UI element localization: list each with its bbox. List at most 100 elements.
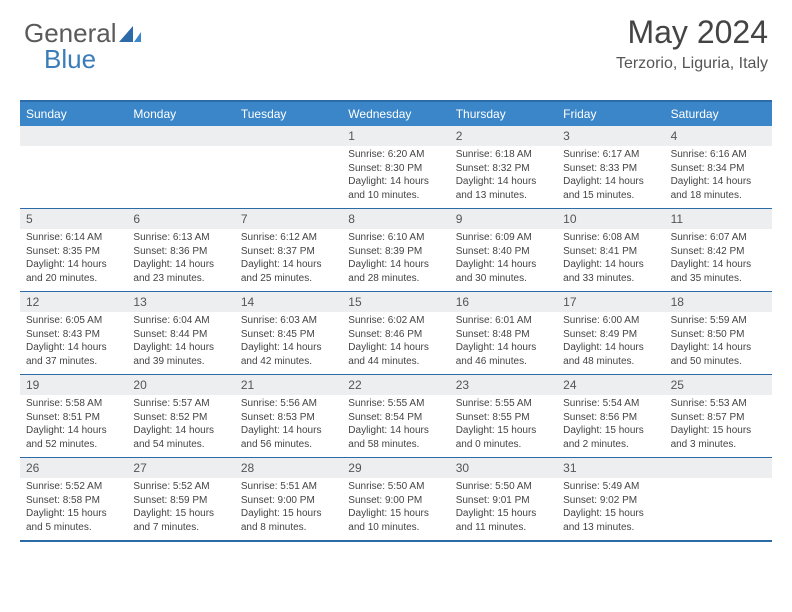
day-number: 22 bbox=[342, 375, 449, 395]
day-cell-number: 14 bbox=[235, 292, 342, 312]
sunrise-text: Sunrise: 6:14 AM bbox=[26, 231, 121, 245]
day-number: 24 bbox=[557, 375, 664, 395]
sunset-text: Sunset: 8:57 PM bbox=[671, 411, 766, 425]
daylight-text: Daylight: 14 hours and 58 minutes. bbox=[348, 424, 443, 451]
day-info: Sunrise: 5:51 AMSunset: 9:00 PMDaylight:… bbox=[235, 478, 342, 540]
day-cell-number: 11 bbox=[665, 209, 772, 229]
day-number: 23 bbox=[450, 375, 557, 395]
daylight-text: Daylight: 14 hours and 42 minutes. bbox=[241, 341, 336, 368]
day-info: Sunrise: 5:52 AMSunset: 8:58 PMDaylight:… bbox=[20, 478, 127, 540]
week-number-row: 567891011 bbox=[20, 208, 772, 229]
sunrise-text: Sunrise: 5:55 AM bbox=[348, 397, 443, 411]
dayname: Sunday bbox=[20, 102, 127, 126]
daylight-text: Daylight: 14 hours and 50 minutes. bbox=[671, 341, 766, 368]
day-cell-number: 9 bbox=[450, 209, 557, 229]
day-info: Sunrise: 6:02 AMSunset: 8:46 PMDaylight:… bbox=[342, 312, 449, 374]
daylight-text: Daylight: 14 hours and 52 minutes. bbox=[26, 424, 121, 451]
daynames-row: SundayMondayTuesdayWednesdayThursdayFrid… bbox=[20, 102, 772, 126]
week-number-row: 19202122232425 bbox=[20, 374, 772, 395]
day-number: 3 bbox=[557, 126, 664, 146]
day-cell-info: Sunrise: 6:03 AMSunset: 8:45 PMDaylight:… bbox=[235, 312, 342, 374]
daylight-text: Daylight: 14 hours and 18 minutes. bbox=[671, 175, 766, 202]
sunrise-text: Sunrise: 5:58 AM bbox=[26, 397, 121, 411]
day-cell-info: Sunrise: 6:10 AMSunset: 8:39 PMDaylight:… bbox=[342, 229, 449, 291]
day-cell-info: Sunrise: 5:58 AMSunset: 8:51 PMDaylight:… bbox=[20, 395, 127, 457]
daylight-text: Daylight: 14 hours and 13 minutes. bbox=[456, 175, 551, 202]
day-cell-info: Sunrise: 5:52 AMSunset: 8:58 PMDaylight:… bbox=[20, 478, 127, 540]
sunset-text: Sunset: 8:36 PM bbox=[133, 245, 228, 259]
daylight-text: Daylight: 14 hours and 30 minutes. bbox=[456, 258, 551, 285]
dayname: Monday bbox=[127, 102, 234, 126]
day-cell-number: 18 bbox=[665, 292, 772, 312]
sunrise-text: Sunrise: 5:49 AM bbox=[563, 480, 658, 494]
sunset-text: Sunset: 8:37 PM bbox=[241, 245, 336, 259]
day-cell-number bbox=[127, 126, 234, 146]
day-info bbox=[235, 146, 342, 208]
day-info: Sunrise: 6:10 AMSunset: 8:39 PMDaylight:… bbox=[342, 229, 449, 291]
daylight-text: Daylight: 14 hours and 23 minutes. bbox=[133, 258, 228, 285]
sunrise-text: Sunrise: 5:53 AM bbox=[671, 397, 766, 411]
day-info: Sunrise: 5:54 AMSunset: 8:56 PMDaylight:… bbox=[557, 395, 664, 457]
day-cell-info: Sunrise: 6:17 AMSunset: 8:33 PMDaylight:… bbox=[557, 146, 664, 208]
sunset-text: Sunset: 8:56 PM bbox=[563, 411, 658, 425]
sunrise-text: Sunrise: 6:00 AM bbox=[563, 314, 658, 328]
daylight-text: Daylight: 14 hours and 54 minutes. bbox=[133, 424, 228, 451]
day-cell-number: 28 bbox=[235, 458, 342, 478]
daylight-text: Daylight: 15 hours and 13 minutes. bbox=[563, 507, 658, 534]
week-info-row: Sunrise: 6:20 AMSunset: 8:30 PMDaylight:… bbox=[20, 146, 772, 208]
day-cell-number: 23 bbox=[450, 375, 557, 395]
day-info bbox=[20, 146, 127, 208]
day-cell-info: Sunrise: 5:49 AMSunset: 9:02 PMDaylight:… bbox=[557, 478, 664, 540]
day-cell-info: Sunrise: 6:02 AMSunset: 8:46 PMDaylight:… bbox=[342, 312, 449, 374]
day-number: 10 bbox=[557, 209, 664, 229]
day-cell-info: Sunrise: 5:52 AMSunset: 8:59 PMDaylight:… bbox=[127, 478, 234, 540]
day-cell-number: 10 bbox=[557, 209, 664, 229]
day-info: Sunrise: 5:53 AMSunset: 8:57 PMDaylight:… bbox=[665, 395, 772, 457]
day-info: Sunrise: 6:14 AMSunset: 8:35 PMDaylight:… bbox=[20, 229, 127, 291]
daylight-text: Daylight: 14 hours and 20 minutes. bbox=[26, 258, 121, 285]
day-cell-info: Sunrise: 6:16 AMSunset: 8:34 PMDaylight:… bbox=[665, 146, 772, 208]
day-info: Sunrise: 6:12 AMSunset: 8:37 PMDaylight:… bbox=[235, 229, 342, 291]
sunset-text: Sunset: 8:41 PM bbox=[563, 245, 658, 259]
day-cell-number: 17 bbox=[557, 292, 664, 312]
day-number: 17 bbox=[557, 292, 664, 312]
day-number: 21 bbox=[235, 375, 342, 395]
day-cell-number: 26 bbox=[20, 458, 127, 478]
day-cell-info: Sunrise: 6:08 AMSunset: 8:41 PMDaylight:… bbox=[557, 229, 664, 291]
day-info: Sunrise: 6:00 AMSunset: 8:49 PMDaylight:… bbox=[557, 312, 664, 374]
sunrise-text: Sunrise: 5:59 AM bbox=[671, 314, 766, 328]
daylight-text: Daylight: 14 hours and 56 minutes. bbox=[241, 424, 336, 451]
daylight-text: Daylight: 14 hours and 39 minutes. bbox=[133, 341, 228, 368]
day-cell-number bbox=[20, 126, 127, 146]
header: General Blue May 2024 Terzorio, Liguria,… bbox=[0, 0, 792, 90]
day-number: 7 bbox=[235, 209, 342, 229]
sunrise-text: Sunrise: 5:50 AM bbox=[456, 480, 551, 494]
day-info: Sunrise: 6:13 AMSunset: 8:36 PMDaylight:… bbox=[127, 229, 234, 291]
day-number: 4 bbox=[665, 126, 772, 146]
day-number: 2 bbox=[450, 126, 557, 146]
day-info: Sunrise: 5:52 AMSunset: 8:59 PMDaylight:… bbox=[127, 478, 234, 540]
day-cell-number: 31 bbox=[557, 458, 664, 478]
day-cell-info: Sunrise: 6:12 AMSunset: 8:37 PMDaylight:… bbox=[235, 229, 342, 291]
sunset-text: Sunset: 9:01 PM bbox=[456, 494, 551, 508]
day-cell-info: Sunrise: 5:53 AMSunset: 8:57 PMDaylight:… bbox=[665, 395, 772, 457]
day-cell-number: 13 bbox=[127, 292, 234, 312]
sunrise-text: Sunrise: 6:05 AM bbox=[26, 314, 121, 328]
calendar: SundayMondayTuesdayWednesdayThursdayFrid… bbox=[20, 100, 772, 542]
sunset-text: Sunset: 8:51 PM bbox=[26, 411, 121, 425]
week-number-row: 262728293031 bbox=[20, 457, 772, 478]
sunrise-text: Sunrise: 6:09 AM bbox=[456, 231, 551, 245]
daylight-text: Daylight: 15 hours and 5 minutes. bbox=[26, 507, 121, 534]
day-cell-number: 12 bbox=[20, 292, 127, 312]
day-cell-number: 22 bbox=[342, 375, 449, 395]
sunset-text: Sunset: 8:58 PM bbox=[26, 494, 121, 508]
day-info: Sunrise: 6:05 AMSunset: 8:43 PMDaylight:… bbox=[20, 312, 127, 374]
sunrise-text: Sunrise: 5:56 AM bbox=[241, 397, 336, 411]
day-cell-number: 4 bbox=[665, 126, 772, 146]
day-cell-number: 1 bbox=[342, 126, 449, 146]
daylight-text: Daylight: 14 hours and 35 minutes. bbox=[671, 258, 766, 285]
day-info: Sunrise: 6:18 AMSunset: 8:32 PMDaylight:… bbox=[450, 146, 557, 208]
sunset-text: Sunset: 8:49 PM bbox=[563, 328, 658, 342]
sunset-text: Sunset: 8:48 PM bbox=[456, 328, 551, 342]
day-cell-number: 19 bbox=[20, 375, 127, 395]
